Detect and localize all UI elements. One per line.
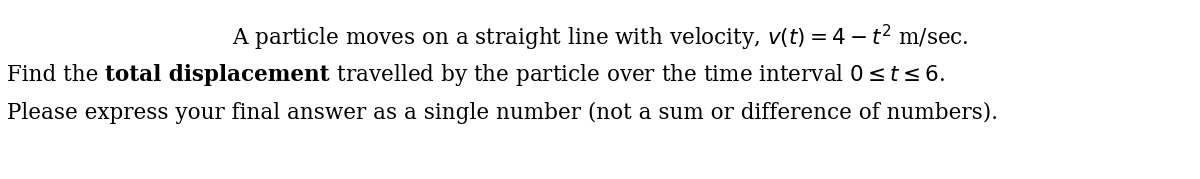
Text: travelled by the particle over the time interval $0 \leq t \leq 6$.: travelled by the particle over the time …: [330, 62, 944, 88]
Text: A particle moves on a straight line with velocity, $v(t) = 4-t^2$ m/sec.: A particle moves on a straight line with…: [232, 23, 968, 53]
Text: total displacement: total displacement: [106, 64, 330, 86]
Text: Please express your final answer as a single number (not a sum or difference of : Please express your final answer as a si…: [7, 102, 998, 124]
Text: Find the: Find the: [7, 64, 106, 86]
